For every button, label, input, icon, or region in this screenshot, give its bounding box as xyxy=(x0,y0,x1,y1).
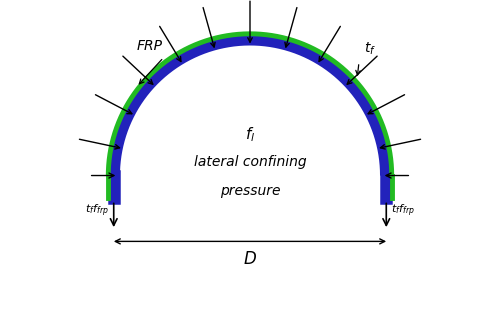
Text: $D$: $D$ xyxy=(243,250,257,268)
Text: FRP: FRP xyxy=(137,39,163,53)
Text: $f_l$: $f_l$ xyxy=(245,125,255,144)
Text: lateral confining: lateral confining xyxy=(194,155,306,169)
Text: $t_f$: $t_f$ xyxy=(364,41,376,57)
Text: $t_f f_{frp}$: $t_f f_{frp}$ xyxy=(86,203,109,219)
Text: $t_f f_{frp}$: $t_f f_{frp}$ xyxy=(391,203,414,219)
Text: pressure: pressure xyxy=(220,184,280,198)
